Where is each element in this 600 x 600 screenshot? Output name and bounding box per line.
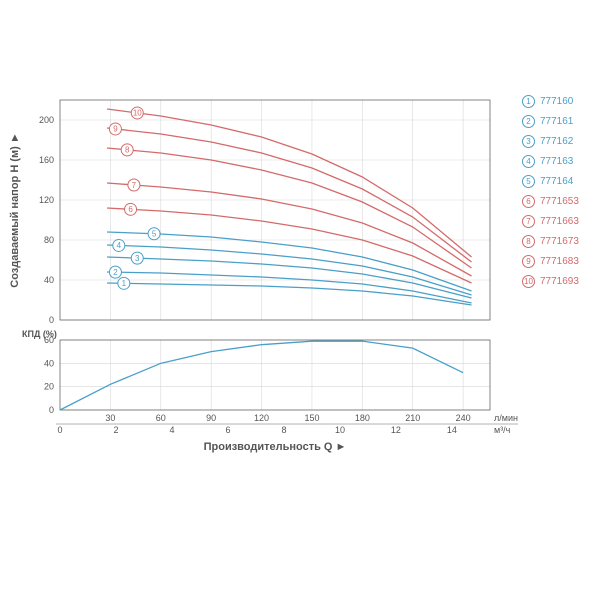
- pump-performance-chart: 04080120160200Создаваемый напор Н (м) ►1…: [0, 90, 520, 460]
- legend-label: 777164: [540, 176, 573, 187]
- legend-label: 7771673: [540, 236, 579, 247]
- svg-text:210: 210: [405, 413, 420, 423]
- legend-item: 1 777160: [522, 95, 579, 108]
- legend-item: 7 7771663: [522, 215, 579, 228]
- legend-label: 7771693: [540, 276, 579, 287]
- svg-text:л/мин: л/мин: [494, 413, 518, 423]
- legend-item: 2 777161: [522, 115, 579, 128]
- svg-text:14: 14: [447, 425, 457, 435]
- legend-item: 4 777163: [522, 155, 579, 168]
- svg-text:м³/ч: м³/ч: [494, 425, 511, 435]
- svg-text:30: 30: [105, 413, 115, 423]
- svg-text:КПД (%): КПД (%): [22, 329, 57, 339]
- legend-marker: 8: [522, 235, 535, 248]
- svg-text:7: 7: [132, 181, 137, 190]
- svg-text:8: 8: [125, 146, 130, 155]
- svg-text:40: 40: [44, 275, 54, 285]
- svg-text:120: 120: [39, 195, 54, 205]
- svg-text:8: 8: [281, 425, 286, 435]
- legend-marker: 6: [522, 195, 535, 208]
- legend-label: 7771653: [540, 196, 579, 207]
- legend-label: 7771683: [540, 256, 579, 267]
- svg-text:2: 2: [113, 268, 118, 277]
- legend-marker: 5: [522, 175, 535, 188]
- svg-text:5: 5: [152, 230, 157, 239]
- svg-text:150: 150: [304, 413, 319, 423]
- legend-label: 7771663: [540, 216, 579, 227]
- svg-text:3: 3: [135, 254, 140, 263]
- legend-label: 777161: [540, 116, 573, 127]
- legend-item: 3 777162: [522, 135, 579, 148]
- legend-item: 5 777164: [522, 175, 579, 188]
- svg-text:6: 6: [225, 425, 230, 435]
- svg-text:90: 90: [206, 413, 216, 423]
- svg-text:0: 0: [49, 405, 54, 415]
- svg-text:60: 60: [156, 413, 166, 423]
- svg-text:0: 0: [49, 315, 54, 325]
- svg-text:12: 12: [391, 425, 401, 435]
- svg-text:4: 4: [117, 241, 122, 250]
- svg-text:200: 200: [39, 115, 54, 125]
- legend: 1 777160 2 777161 3 777162 4 777163 5 777164 6 7771…: [522, 95, 579, 295]
- svg-text:120: 120: [254, 413, 269, 423]
- legend-item: 9 7771683: [522, 255, 579, 268]
- svg-text:6: 6: [128, 205, 133, 214]
- legend-marker: 9: [522, 255, 535, 268]
- svg-text:Производительность Q ►: Производительность Q ►: [204, 441, 347, 453]
- legend-item: 10 7771693: [522, 275, 579, 288]
- svg-text:80: 80: [44, 235, 54, 245]
- svg-text:Создаваемый напор Н (м) ►: Создаваемый напор Н (м) ►: [9, 132, 21, 287]
- legend-marker: 7: [522, 215, 535, 228]
- legend-label: 777162: [540, 136, 573, 147]
- legend-marker: 4: [522, 155, 535, 168]
- legend-label: 777160: [540, 96, 573, 107]
- svg-text:20: 20: [44, 382, 54, 392]
- svg-text:180: 180: [355, 413, 370, 423]
- svg-text:2: 2: [113, 425, 118, 435]
- legend-marker: 2: [522, 115, 535, 128]
- svg-text:10: 10: [133, 109, 142, 118]
- legend-marker: 10: [522, 275, 535, 288]
- legend-item: 6 7771653: [522, 195, 579, 208]
- svg-text:10: 10: [335, 425, 345, 435]
- svg-text:40: 40: [44, 358, 54, 368]
- svg-text:240: 240: [456, 413, 471, 423]
- legend-label: 777163: [540, 156, 573, 167]
- svg-text:160: 160: [39, 155, 54, 165]
- legend-marker: 1: [522, 95, 535, 108]
- svg-text:0: 0: [57, 425, 62, 435]
- legend-marker: 3: [522, 135, 535, 148]
- svg-text:4: 4: [169, 425, 174, 435]
- svg-text:1: 1: [122, 279, 127, 288]
- legend-item: 8 7771673: [522, 235, 579, 248]
- svg-text:9: 9: [113, 125, 118, 134]
